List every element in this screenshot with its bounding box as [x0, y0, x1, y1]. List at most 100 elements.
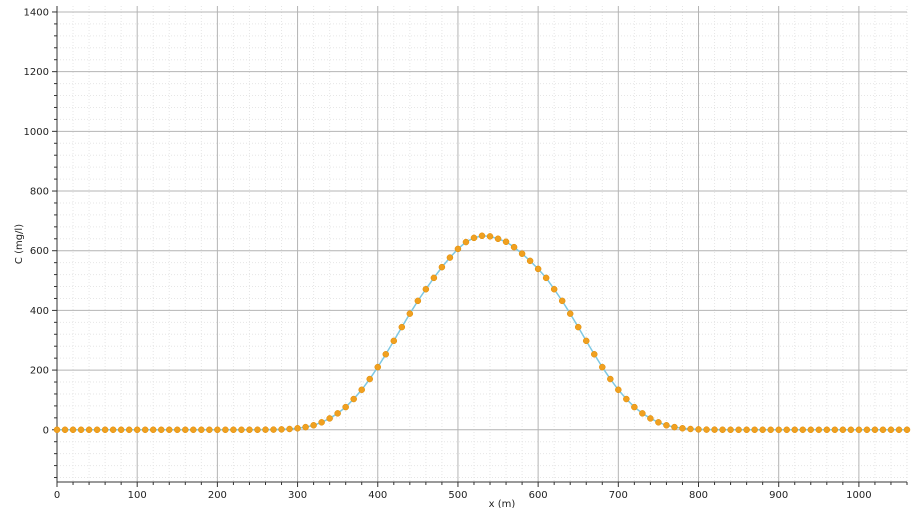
x-tick-label: 500 [448, 490, 467, 501]
data-point [607, 375, 614, 383]
data-point [69, 426, 77, 434]
x-axis-label: x (m) [489, 499, 516, 508]
data-point [839, 426, 847, 434]
data-point [230, 426, 237, 434]
data-point [198, 426, 205, 434]
data-point [566, 310, 574, 317]
x-tick-label: 800 [689, 490, 708, 501]
data-point [77, 426, 85, 434]
data-point [599, 363, 606, 371]
x-tick-label: 100 [128, 490, 147, 501]
data-point [679, 425, 686, 432]
data-point [254, 426, 261, 433]
data-point [863, 426, 871, 434]
data-point [101, 426, 109, 434]
data-point [414, 297, 422, 305]
data-point [286, 425, 293, 433]
data-point [246, 426, 253, 434]
data-point [478, 232, 486, 240]
data-point [887, 426, 895, 434]
data-point [430, 274, 438, 282]
data-point [695, 426, 702, 433]
data-point [871, 426, 879, 434]
x-tick-label: 600 [529, 490, 548, 501]
data-point [775, 426, 782, 434]
data-point [350, 395, 357, 403]
data-point [446, 254, 454, 261]
data-point [117, 426, 125, 434]
data-point [174, 426, 181, 434]
y-tick-label: 400 [30, 306, 49, 317]
data-point [751, 426, 758, 434]
x-tick-label: 700 [609, 490, 628, 501]
data-point [759, 426, 766, 434]
data-point [326, 415, 333, 422]
data-point [615, 386, 622, 394]
data-point [550, 285, 558, 293]
data-point [270, 426, 277, 433]
data-point [823, 426, 831, 434]
x-tick-label: 900 [769, 490, 788, 501]
data-point [454, 245, 462, 253]
data-point [149, 426, 157, 434]
data-point [141, 426, 149, 434]
data-point [687, 425, 694, 433]
tick-labels: 0 100 200 300 400 500 600 700 800 900 1000 0 200 400 6… [24, 7, 872, 501]
minor-grid [57, 6, 908, 482]
data-point [125, 426, 133, 434]
data-point [406, 310, 414, 317]
data-point [903, 426, 911, 434]
data-point [53, 426, 61, 434]
data-point [318, 419, 325, 426]
data-point [735, 426, 742, 434]
data-point [502, 238, 510, 246]
data-point [831, 426, 839, 434]
data-point [663, 422, 670, 429]
data-point [534, 265, 542, 273]
data-point [791, 426, 798, 434]
data-point [582, 337, 590, 345]
data-point [334, 410, 341, 417]
data-point [510, 243, 518, 251]
data-point [109, 426, 117, 434]
data-point [807, 426, 815, 434]
y-tick-label: 0 [43, 425, 49, 436]
data-point [190, 426, 197, 434]
data-point [382, 351, 390, 358]
data-point [591, 351, 598, 358]
x-tick-label: 300 [288, 490, 307, 501]
data-point [214, 426, 221, 434]
data-point [639, 410, 646, 417]
y-tick-label: 1400 [24, 7, 49, 18]
x-tick-label: 400 [368, 490, 387, 501]
data-point [374, 363, 382, 371]
data-point [671, 423, 678, 431]
axes [56, 6, 907, 483]
data-point [879, 426, 887, 434]
data-point [222, 426, 229, 434]
data-point [294, 425, 301, 432]
data-point [815, 426, 823, 434]
y-tick-label: 1000 [24, 127, 49, 138]
data-point [783, 426, 790, 434]
data-point [847, 426, 855, 434]
data-point [262, 426, 269, 433]
data-point [358, 386, 365, 394]
data-point [518, 250, 526, 257]
x-tick-label: 200 [208, 490, 227, 501]
data-point [278, 426, 285, 433]
data-point [206, 426, 213, 434]
data-point [623, 395, 630, 403]
data-point [438, 263, 446, 271]
data-point [470, 234, 478, 242]
series-line [57, 235, 907, 431]
data-point [422, 285, 430, 293]
data-point [398, 323, 406, 331]
data-point [157, 426, 165, 434]
y-tick-label: 200 [30, 366, 49, 377]
data-point [166, 426, 173, 434]
series-line-group [57, 235, 907, 431]
data-point [93, 426, 101, 434]
data-point [711, 426, 718, 433]
